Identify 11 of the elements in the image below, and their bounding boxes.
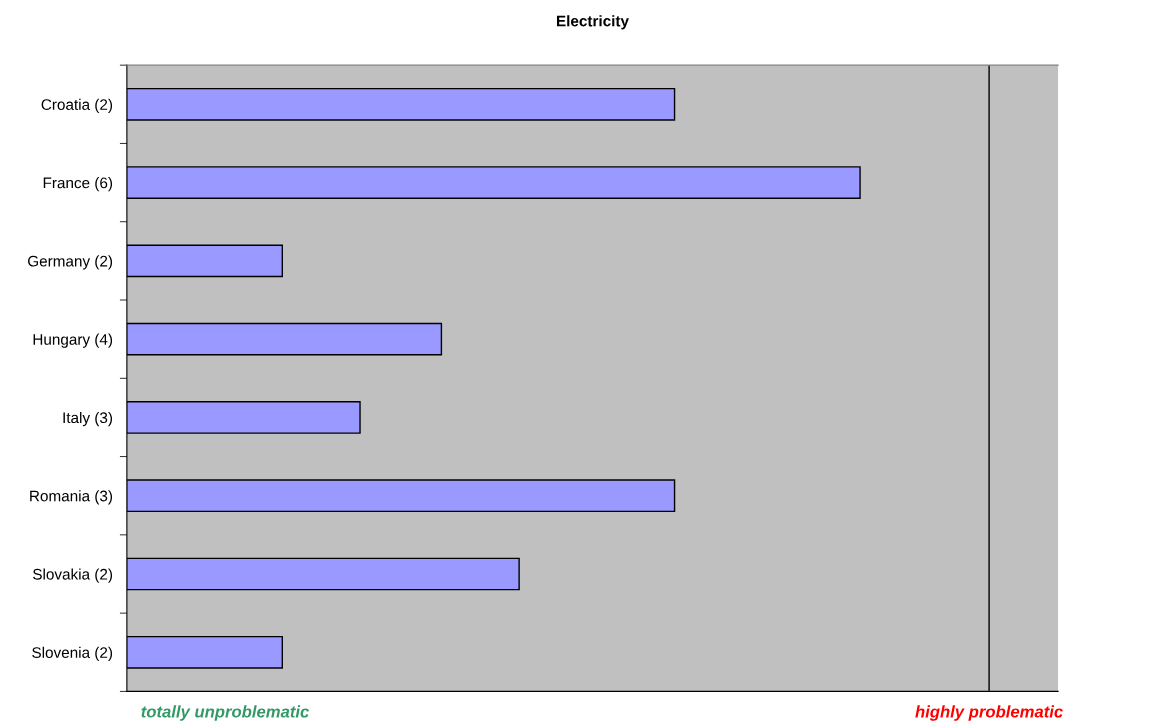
chart-title: Electricity: [556, 15, 629, 30]
y-tick-label: Slovakia (2): [33, 568, 113, 583]
ref-line-label: highly problematic: [915, 705, 1063, 721]
y-tick-label: Slovenia (2): [32, 646, 113, 661]
y-tick-label: Germany (2): [28, 255, 113, 270]
y-tick-label: Hungary (4): [33, 333, 113, 348]
text: totally unproblematic: [141, 705, 310, 721]
y-tick-label: Romania (3): [30, 490, 113, 505]
y-tick-label: France (6): [43, 177, 113, 192]
y-tick-label: Italy (3): [63, 411, 113, 427]
y-tick-label: Croatia (2): [41, 98, 113, 113]
